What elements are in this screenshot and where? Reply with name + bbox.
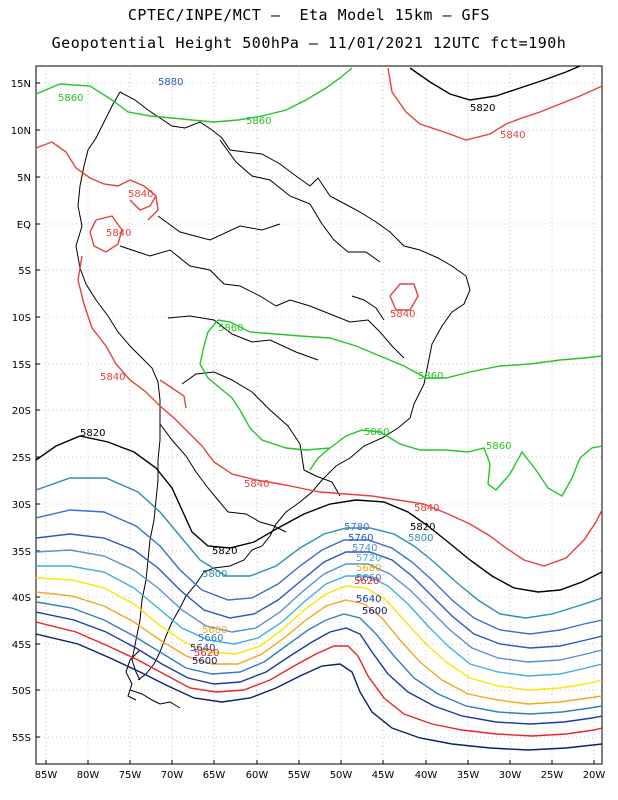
- lat-label: 35S: [12, 547, 31, 558]
- contour-5820: [36, 66, 602, 593]
- lon-label: 70W: [161, 770, 184, 781]
- contour-label: 5680: [356, 563, 381, 574]
- lat-label: 10S: [12, 313, 31, 324]
- contour-label: 5680: [202, 625, 227, 636]
- lon-label: 60W: [246, 770, 269, 781]
- lat-labels: 15N 10N 5N EQ 5S 10S 15S 20S 25S 30S 35S…: [11, 79, 31, 744]
- lat-label: 10N: [11, 126, 31, 137]
- lat-label: EQ: [17, 220, 31, 231]
- contour-label: 5640: [190, 643, 215, 654]
- lon-labels: 85W 80W 75W 70W 65W 60W 55W 50W 45W 40W …: [35, 770, 606, 781]
- contour-label: 5660: [356, 573, 381, 584]
- contour-label: 5620: [354, 576, 379, 587]
- contour-label: 5840: [100, 372, 125, 383]
- contour-label: 5800: [202, 569, 227, 580]
- lat-lon-grid: [36, 66, 602, 764]
- lon-label: 40W: [415, 770, 438, 781]
- map-subtitle: Geopotential Height 500hPa – 11/01/2021 …: [51, 34, 567, 52]
- contour-label: 5780: [344, 522, 369, 533]
- lon-label: 25W: [541, 770, 564, 781]
- contour-label: 5840: [500, 130, 525, 141]
- contour-label: 5620: [194, 648, 219, 659]
- lon-label: 35W: [457, 770, 480, 781]
- contour-label: 5720: [356, 553, 381, 564]
- plot-frame: [35, 65, 603, 765]
- lat-label: 30S: [12, 500, 31, 511]
- contour-label: 5820: [212, 546, 237, 557]
- axis-ticks: [36, 82, 595, 764]
- contour-label: 5820: [80, 428, 105, 439]
- contour-5840: [36, 67, 602, 567]
- contour-label: 5840: [106, 228, 131, 239]
- lat-label: 50S: [12, 686, 31, 697]
- contour-label: 5860: [418, 371, 443, 382]
- lat-label: 15N: [11, 79, 31, 90]
- contour-label: 5760: [348, 533, 373, 544]
- lon-label: 30W: [499, 770, 522, 781]
- contour-label: 5820: [470, 103, 495, 114]
- lon-label: 50W: [330, 770, 353, 781]
- lat-label: 45S: [12, 640, 31, 651]
- contour-label: 5660: [198, 633, 223, 644]
- contour-label: 5860: [486, 441, 511, 452]
- contour-label: 5840: [128, 189, 153, 200]
- contours-low: [36, 477, 602, 751]
- contour-label: 5840: [244, 479, 269, 490]
- lat-label: 15S: [12, 360, 31, 371]
- lon-label: 75W: [119, 770, 142, 781]
- contour-label: 5600: [362, 606, 387, 617]
- lat-label: 20S: [12, 406, 31, 417]
- lat-label: 40S: [12, 593, 31, 604]
- lon-label: 65W: [203, 770, 226, 781]
- lon-label: 55W: [288, 770, 311, 781]
- lat-label: 5S: [18, 266, 31, 277]
- lat-label: 5N: [17, 173, 31, 184]
- contour-label: 5860: [246, 116, 271, 127]
- contour-label: 5860: [58, 93, 83, 104]
- contour-label: 5640: [356, 594, 381, 605]
- lat-label: 55S: [12, 733, 31, 744]
- lon-label: 80W: [77, 770, 100, 781]
- contour-label: 5740: [352, 543, 377, 554]
- contour-label: 5840: [390, 309, 415, 320]
- contour-label: 5840: [414, 503, 439, 514]
- contour-label: 5600: [192, 656, 217, 667]
- contour-label: 5880: [158, 77, 183, 88]
- contour-5860: [36, 67, 602, 497]
- lon-label: 45W: [372, 770, 395, 781]
- map-title: CPTEC/INPE/MCT – Eta Model 15km – GFS: [127, 6, 491, 24]
- contour-label: 5820: [410, 522, 435, 533]
- contour-label: 5800: [408, 533, 433, 544]
- contour-label: 5860: [364, 427, 389, 438]
- lon-label: 20W: [583, 770, 606, 781]
- lon-label: 85W: [35, 770, 58, 781]
- contour-label: 5860: [218, 323, 243, 334]
- lat-label: 25S: [12, 453, 31, 464]
- contour-labels: 5860 5880 5860 5820 5840 5840 5840 5840 …: [58, 77, 525, 667]
